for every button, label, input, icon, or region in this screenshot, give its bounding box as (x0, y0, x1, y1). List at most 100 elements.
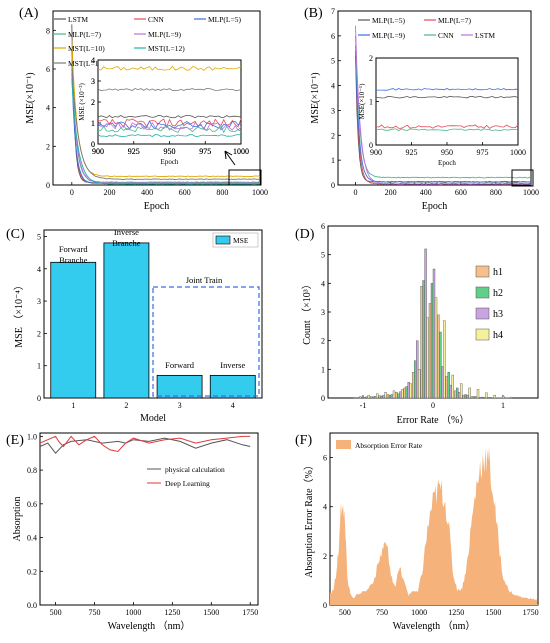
legend-label: MSE (233, 236, 249, 245)
histogram-bar (466, 394, 469, 399)
histogram-bar (479, 396, 482, 399)
y-axis-title: Count （×10³） (301, 279, 313, 345)
legend-label: MLP(L=9) (372, 31, 405, 40)
histogram-bar (460, 383, 463, 399)
histogram-bar (489, 397, 492, 399)
bar (156, 374, 203, 399)
zoom-box (228, 169, 262, 186)
zoom-arrow-icon (224, 150, 236, 166)
histogram-bar (388, 394, 392, 399)
histogram-bar (399, 391, 402, 399)
x-tick-label: 925 (406, 148, 418, 157)
histogram-bar (437, 314, 440, 399)
y-tick-label: 0 (46, 181, 50, 190)
y-tick-label: 4 (331, 82, 335, 91)
histogram-bar (456, 387, 459, 399)
x-axis-title: Wavelength （nm） (393, 620, 476, 632)
histogram-bar (510, 396, 513, 399)
histogram-bar (468, 387, 471, 399)
bar-label: Branche (59, 255, 88, 265)
bar-label: Inverse (220, 360, 245, 370)
histogram-bar (357, 397, 360, 399)
y-tick-label: 3 (91, 77, 95, 86)
histogram-bar (487, 397, 490, 399)
x-tick-label: 500 (50, 608, 62, 617)
y-tick-label: 2 (321, 337, 325, 346)
histogram-bar (451, 374, 454, 399)
x-tick-label: 1000 (252, 188, 268, 197)
y-tick-label: 1 (321, 365, 325, 374)
legend-label: CNN (438, 31, 454, 40)
legend-label: MLP(L=7) (68, 30, 101, 39)
y-tick-label: 2 (91, 98, 95, 107)
histogram-bar (414, 360, 417, 399)
area-series (330, 446, 538, 605)
histogram-bar (378, 395, 381, 399)
histogram-bar (363, 397, 366, 399)
x-axis-title: Wavelength （nm） (108, 620, 191, 632)
legend-label: MLP(L=7) (438, 16, 471, 25)
legend-swatch (215, 235, 231, 245)
panel-letter: (E) (6, 433, 24, 448)
plot-frame (39, 432, 259, 606)
legend-swatch (475, 265, 490, 278)
x-tick-label: 1500 (203, 608, 219, 617)
inset-series-line (376, 95, 519, 99)
y-tick-label: 7 (331, 7, 335, 16)
y-tick-label: 0 (91, 140, 95, 149)
x-tick-label: 925 (128, 147, 140, 156)
histogram-bar (485, 392, 488, 399)
bar-label: Forward (59, 244, 89, 254)
y-tick-label: 5 (331, 57, 335, 66)
histogram-bar (403, 387, 406, 399)
legend-label: MST(L=14) (68, 59, 105, 68)
histogram-bar (418, 369, 421, 399)
histogram-bar (353, 397, 356, 399)
histogram-bar (445, 376, 448, 399)
x-tick-label: 0 (354, 188, 358, 197)
chart-panel-E: (E) 500 750 1000 1250 1500 1750 0.0 0.2 0.4 0.6 0.8… (6, 432, 259, 632)
histogram-bar (401, 389, 404, 399)
y-tick-label: 0 (321, 394, 325, 403)
bar-label: Branche (112, 238, 141, 248)
x-tick-label: 1 (501, 401, 505, 410)
bar (103, 242, 150, 399)
x-axis-title: Model (140, 413, 166, 424)
inset-y-title: MSE (×10⁻²) (78, 83, 86, 121)
histogram-bar (470, 396, 474, 399)
histogram-bar (443, 320, 446, 399)
series-line (39, 437, 251, 454)
x-tick-label: 1000 (411, 608, 427, 617)
y-tick-label: 5 (321, 251, 325, 260)
y-tick-label: 1.0 (27, 432, 37, 441)
inset-series-line (376, 88, 519, 91)
histogram-bar (390, 394, 394, 399)
y-tick-label: 0.8 (27, 466, 37, 475)
histogram-bar (462, 394, 465, 399)
x-tick-label: -1 (360, 401, 367, 410)
y-axis-title: Absorption (12, 497, 23, 542)
legend-swatch (475, 286, 490, 299)
y-tick-label: 0.4 (27, 534, 37, 543)
histogram-bar (458, 392, 461, 399)
histogram-bar (434, 297, 438, 399)
histogram-bar (367, 394, 370, 399)
histogram-bar (424, 248, 427, 399)
x-tick-label: 950 (441, 148, 453, 157)
series-line (39, 435, 251, 453)
histogram-bar (395, 392, 398, 399)
x-tick-label: 1000 (125, 608, 141, 617)
y-tick-label: 1 (37, 362, 41, 371)
x-tick-label: 2 (124, 401, 128, 410)
y-tick-label: 0.6 (27, 500, 37, 509)
y-tick-label: 3 (91, 77, 95, 86)
histogram-bar (361, 396, 364, 399)
histogram-bar (426, 317, 429, 399)
zoom-box (511, 169, 534, 187)
chart-panel-D: (D) -1 0 1 0 1 2 3 4 5 6 Error Rate （%） Count （×10³）… (295, 222, 539, 426)
x-tick-label: 800 (490, 188, 502, 197)
histogram-bar (407, 382, 410, 399)
legend-label: CNN (148, 15, 164, 24)
x-tick-label: 750 (376, 608, 388, 617)
histogram-bar (454, 390, 457, 399)
